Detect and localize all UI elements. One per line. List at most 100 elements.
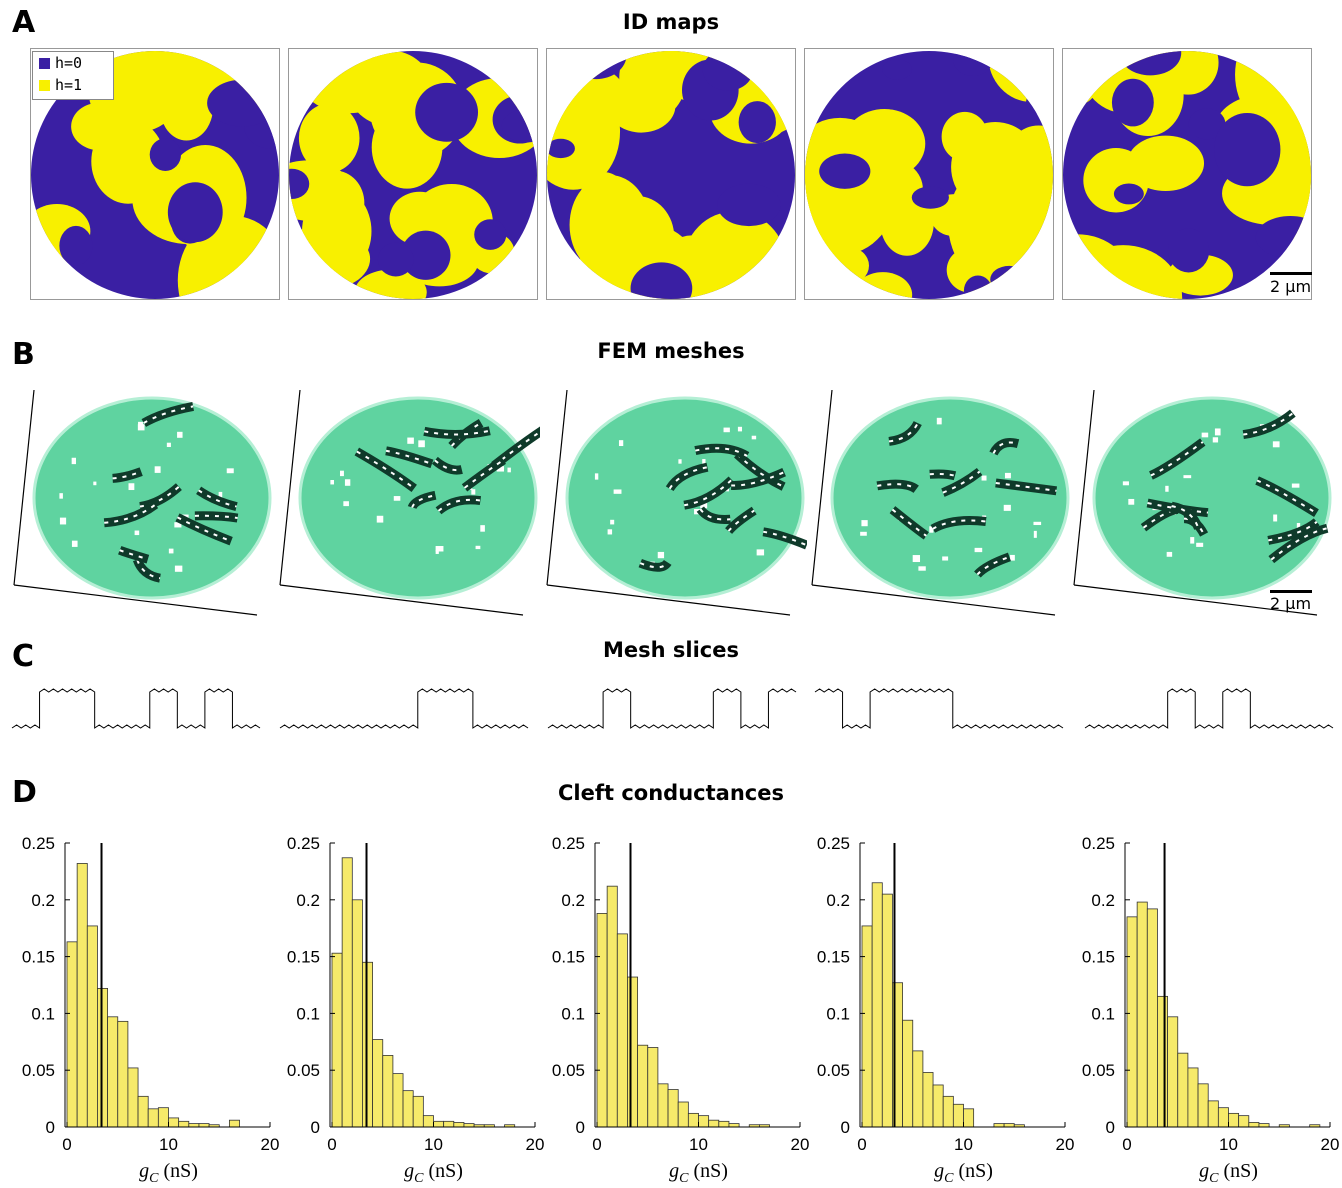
histogram-bar [698, 1115, 710, 1128]
mesh-hole [1033, 521, 1042, 526]
section-title-cleft-conductances: Cleft conductances [558, 781, 784, 805]
mesh-slice-profile-3 [547, 688, 797, 729]
id-map-svg [289, 51, 537, 299]
panel-letter-d: D [12, 775, 37, 810]
mesh-hole [1291, 483, 1300, 488]
mesh-hole [154, 466, 161, 473]
mesh-hole [700, 501, 708, 509]
mesh-hole [71, 540, 78, 547]
fem-mesh-svg [279, 389, 554, 616]
mesh-wall-highlight [177, 516, 232, 543]
fem-mesh-svg [811, 389, 1070, 616]
histogram-bar [902, 1019, 914, 1128]
id-map-5 [1062, 48, 1312, 300]
mesh-axis-horizontal [1073, 584, 1318, 616]
mesh-hole [480, 525, 485, 532]
y-tick-label: 0.2 [296, 891, 320, 910]
mesh-hole [174, 522, 182, 528]
mesh-hole [138, 421, 143, 426]
histogram-bar [422, 1115, 434, 1128]
mesh-hole [607, 529, 613, 535]
mesh-hole [1296, 523, 1301, 530]
y-tick-label: 0.15 [552, 948, 585, 967]
histogram-bar [1197, 1083, 1209, 1128]
histogram-bar [1217, 1107, 1229, 1128]
mesh-hole [407, 437, 414, 444]
x-tick-label: 0 [1122, 1135, 1131, 1154]
histogram-bar [157, 1107, 169, 1128]
h1-domain-blob [607, 78, 676, 133]
histogram-bar [463, 1123, 475, 1128]
mesh-wall-highlight [356, 450, 415, 490]
h0-domain-blob [31, 260, 64, 299]
h0-domain-blob [1113, 183, 1144, 205]
histogram-bar [728, 1123, 740, 1128]
histogram-bar [331, 952, 343, 1128]
mesh-wall-highlight [888, 422, 919, 443]
id-map-svg [547, 51, 795, 299]
mesh-wall-highlight [136, 559, 161, 580]
mesh-wall-highlight [119, 549, 149, 561]
mesh-wall-highlight [932, 519, 987, 530]
mesh-hole [471, 489, 476, 495]
histogram-bar [351, 899, 363, 1128]
h0-domain-blob [377, 242, 414, 277]
mesh-axis-horizontal [546, 584, 791, 616]
mesh-hole [1212, 437, 1219, 443]
histogram-bar [362, 961, 373, 1128]
histogram-bar [1177, 1052, 1189, 1128]
h0-domain-blob [738, 101, 776, 144]
fem-mesh-svg [546, 389, 809, 616]
mesh-axis-horizontal [811, 584, 1056, 616]
mesh-wall-highlight [424, 429, 491, 436]
histogram-bar [912, 1050, 924, 1128]
mesh-wall-highlight [1150, 441, 1204, 477]
mesh-wall-highlight [727, 509, 755, 532]
h1-domain-blob [1004, 125, 1053, 197]
h0-domain-blob [400, 230, 451, 280]
h0-domain-blob [819, 153, 871, 189]
histogram-bar [942, 1095, 954, 1128]
h0-domain-blob [990, 265, 1029, 294]
histogram-bar [117, 1020, 129, 1128]
id-map-svg [1063, 51, 1311, 299]
histogram-1: 0 0.05 0.1 0.15 0.2 0.25 0 10 20 gC (nS) [22, 835, 280, 1186]
histogram-bar [137, 1095, 149, 1128]
histogram-bar [1248, 1122, 1260, 1128]
h0-domain-blob [1167, 228, 1210, 273]
x-axis-label: gC (nS) [934, 1160, 993, 1186]
h0-domain-blob [630, 262, 693, 299]
y-tick-label: 0.05 [22, 1061, 55, 1080]
mesh-hole [507, 467, 511, 473]
mesh-wall-highlight [112, 470, 142, 480]
histogram-bar [168, 1117, 180, 1128]
histogram-5: 0 0.05 0.1 0.15 0.2 0.25 0 10 20 gC (nS) [1082, 835, 1340, 1186]
y-tick-label: 0.1 [296, 1004, 320, 1023]
legend-entry-h1: h=1 [33, 74, 113, 96]
y-tick-label: 0.1 [561, 1004, 585, 1023]
mesh-hole [594, 473, 599, 480]
h1-domain-blob [941, 111, 988, 162]
histogram-bar [188, 1123, 200, 1128]
y-tick-label: 0 [576, 1118, 585, 1137]
mesh-hole [657, 551, 665, 559]
section-title-mesh-slices: Mesh slices [603, 638, 739, 662]
section-title-fem-meshes: FEM meshes [597, 339, 745, 363]
h1-domain-blob [71, 102, 128, 151]
mesh-hole [137, 424, 145, 431]
histogram-bar [392, 1073, 404, 1128]
histogram-bar [627, 976, 638, 1128]
mesh-hole [861, 520, 868, 527]
mesh-hole [435, 550, 439, 554]
h0-domain-blob [149, 138, 182, 171]
mesh-hole [918, 566, 926, 571]
h0-domain-blob [1213, 112, 1281, 187]
y-tick-label: 0.15 [817, 948, 850, 967]
mesh-hole [1273, 514, 1278, 522]
histogram-bar [596, 913, 608, 1128]
id-map-2 [288, 48, 538, 300]
mesh-axis-vertical [1073, 389, 1095, 586]
histogram-bar [647, 1047, 659, 1128]
mesh-hole [929, 526, 934, 533]
mesh-wall [1268, 523, 1329, 564]
